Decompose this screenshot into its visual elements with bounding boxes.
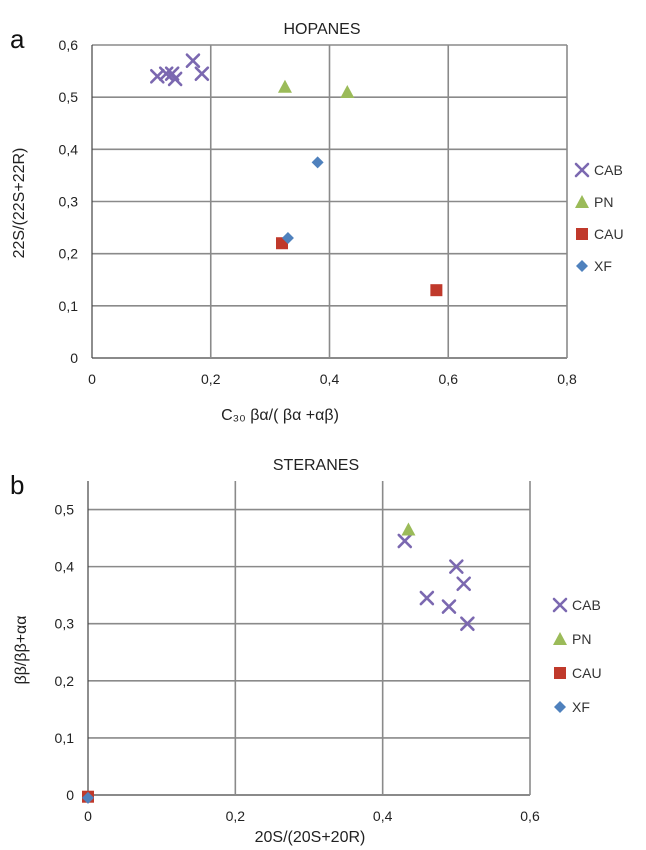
- steranes-x-axis-label: 20S/(20S+20R): [255, 829, 366, 846]
- steranes-point-cab-1: [419, 590, 435, 606]
- hopanes-point-cab-0: [150, 69, 165, 84]
- steranes-y-axis-label: ββ/ββ+αα: [13, 615, 30, 684]
- steranes-title: STERANES: [273, 457, 359, 474]
- hopanes-legend-label-xf: XF: [594, 258, 612, 274]
- steranes-point-cab-4: [456, 576, 471, 592]
- steranes-point-pn-0: [401, 522, 416, 536]
- hopanes-point-cab-5: [194, 66, 210, 81]
- hopanes-point-pn-1: [340, 84, 355, 98]
- steranes-ticks: 0 0,1 0,2 0,3 0,4 0,5 0 0,2 0,4 0,6: [55, 502, 540, 824]
- panel-letter-a: a: [10, 24, 25, 54]
- hopanes-y-tick-4: 0,4: [59, 141, 79, 157]
- hopanes-legend-marker-xf: [576, 260, 588, 272]
- steranes-legend-marker-pn: [553, 632, 567, 645]
- steranes-chart: b STERANES ββ/ββ+αα 20S/(20S+20R) 0 0,1 0,…: [10, 457, 602, 846]
- steranes-grid: [87, 481, 531, 796]
- hopanes-grid: [91, 44, 568, 359]
- hopanes-point-cab-3: [167, 71, 183, 87]
- steranes-point-cab-5: [460, 616, 475, 632]
- hopanes-y-tick-0: 0: [70, 350, 78, 366]
- hopanes-point-pn-0: [277, 79, 292, 93]
- hopanes-chart: a HOPANES 22S/(22S+22R) C₃₀ βα/( βα +αβ)…: [10, 21, 624, 424]
- hopanes-legend-marker-cab: [574, 162, 590, 178]
- hopanes-title: HOPANES: [283, 21, 360, 38]
- hopanes-legend-marker-cau: [576, 228, 588, 240]
- steranes-x-tick-0: 0: [84, 808, 92, 824]
- steranes-legend: CAB PN CAU XF: [552, 597, 602, 715]
- steranes-legend-label-cab: CAB: [572, 597, 601, 613]
- steranes-legend-label-pn: PN: [572, 631, 591, 647]
- hopanes-y-tick-2: 0,2: [59, 246, 79, 262]
- hopanes-ticks: 0 0,1 0,2 0,3 0,4 0,5 0,6 0 0,2 0,4 0,6 0,8: [59, 37, 577, 387]
- hopanes-x-tick-0: 0: [88, 371, 96, 387]
- hopanes-marks: [150, 53, 443, 297]
- steranes-legend-marker-cab: [552, 597, 568, 613]
- hopanes-legend: CAB PN CAU XF: [574, 162, 624, 274]
- hopanes-legend-marker-pn: [575, 195, 589, 208]
- steranes-point-cab-2: [441, 599, 457, 614]
- steranes-y-tick-2: 0,2: [55, 673, 75, 689]
- steranes-y-tick-1: 0,1: [55, 730, 75, 746]
- hopanes-x-tick-1: 0,2: [201, 371, 221, 387]
- steranes-x-tick-1: 0,2: [226, 808, 246, 824]
- steranes-y-tick-5: 0,5: [55, 502, 75, 518]
- steranes-legend-label-xf: XF: [572, 699, 590, 715]
- hopanes-x-tick-2: 0,4: [320, 371, 340, 387]
- hopanes-legend-label-cab: CAB: [594, 162, 623, 178]
- steranes-y-tick-0: 0: [66, 787, 74, 803]
- hopanes-x-tick-3: 0,6: [439, 371, 459, 387]
- hopanes-y-tick-5: 0,5: [59, 89, 79, 105]
- steranes-y-tick-3: 0,3: [55, 616, 75, 632]
- steranes-x-tick-2: 0,4: [373, 808, 393, 824]
- steranes-x-tick-3: 0,6: [520, 808, 540, 824]
- hopanes-y-tick-6: 0,6: [59, 37, 79, 53]
- hopanes-point-cab-4: [185, 53, 201, 68]
- hopanes-point-xf-1: [281, 232, 294, 245]
- hopanes-y-tick-1: 0,1: [59, 298, 79, 314]
- steranes-point-cab-0: [397, 533, 413, 549]
- hopanes-point-cab-1: [158, 66, 174, 81]
- hopanes-legend-label-pn: PN: [594, 194, 613, 210]
- hopanes-point-cau-1: [430, 284, 443, 297]
- steranes-marks: [82, 522, 475, 804]
- steranes-point-cab-3: [449, 559, 464, 574]
- hopanes-legend-label-cau: CAU: [594, 226, 624, 242]
- steranes-legend-marker-xf: [554, 701, 566, 713]
- hopanes-x-tick-4: 0,8: [557, 371, 577, 387]
- hopanes-point-xf-0: [311, 156, 324, 169]
- panel-letter-b: b: [10, 470, 24, 500]
- steranes-point-xf-0: [82, 791, 94, 804]
- hopanes-y-tick-3: 0,3: [59, 194, 79, 210]
- steranes-legend-label-cau: CAU: [572, 665, 602, 681]
- steranes-y-tick-4: 0,4: [55, 559, 75, 575]
- hopanes-y-axis-label: 22S/(22S+22R): [11, 148, 28, 259]
- steranes-legend-marker-cau: [554, 667, 566, 679]
- hopanes-x-axis-label: C₃₀ βα/( βα +αβ): [221, 407, 339, 424]
